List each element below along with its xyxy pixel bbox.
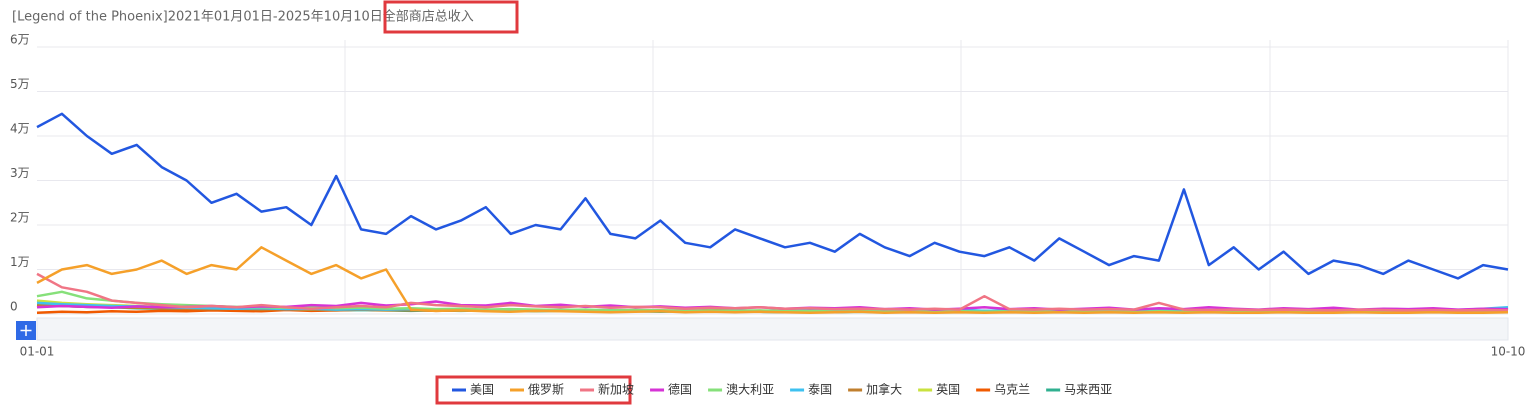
legend-label: 泰国 xyxy=(808,383,832,397)
y-tick-label: 0 xyxy=(10,300,18,314)
x-tick-label: 01-01 xyxy=(20,345,55,359)
y-tick-label: 1万 xyxy=(10,255,30,269)
legend-label: 乌克兰 xyxy=(994,382,1030,397)
legend-label: 澳大利亚 xyxy=(726,383,774,397)
legend-label: 德国 xyxy=(668,382,692,397)
series-line xyxy=(36,246,1509,314)
legend-label: 英国 xyxy=(936,383,960,397)
y-tick-label: 3万 xyxy=(10,166,30,180)
y-tick-label: 4万 xyxy=(10,122,30,136)
chart-title: [Legend of the Phoenix]2021年01月01日-2025年… xyxy=(12,9,474,25)
x-tick-label: 10-10 xyxy=(1491,345,1526,359)
highlight-box xyxy=(383,0,519,34)
legend-label: 马来西亚 xyxy=(1064,383,1112,397)
legend-label: 俄罗斯 xyxy=(528,383,564,397)
plus-icon xyxy=(20,325,32,336)
y-tick-label: 6万 xyxy=(10,33,30,47)
series-line xyxy=(36,272,1509,312)
legend-label: 美国 xyxy=(470,383,494,397)
series-line xyxy=(36,112,1509,280)
zoom-slider[interactable] xyxy=(36,317,1509,341)
vertical-grid xyxy=(344,40,1509,310)
highlight-box xyxy=(435,375,632,405)
legend-label: 新加坡 xyxy=(598,382,634,397)
y-tick-label: 2万 xyxy=(10,211,30,225)
y-tick-label: 5万 xyxy=(10,77,30,91)
legend-label: 加拿大 xyxy=(866,382,902,397)
